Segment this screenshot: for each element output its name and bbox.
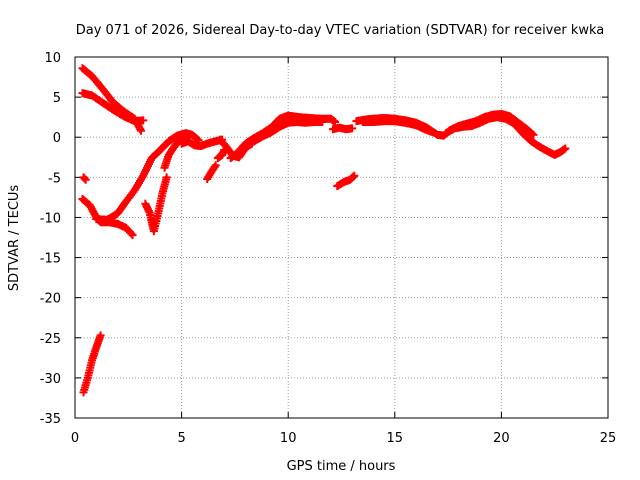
y-tick-label: -35 (40, 412, 61, 427)
x-tick-label: 10 (280, 431, 297, 446)
series-rise-8b (250, 117, 327, 146)
series-arc-13b (358, 117, 438, 137)
y-tick-label: -5 (48, 171, 61, 186)
x-tick-label: 5 (177, 431, 185, 446)
x-tick-label: 25 (600, 431, 617, 446)
y-axis-label: SDTVAR / TECUs (7, 185, 22, 292)
y-tick-label: 5 (53, 91, 61, 106)
y-tick-label: -15 (40, 252, 61, 267)
data-series (78, 64, 570, 397)
y-tick-label: 10 (44, 51, 61, 66)
data-point (96, 331, 105, 340)
series-bit-12 (328, 123, 357, 134)
data-point (128, 231, 137, 240)
data-point (561, 144, 570, 153)
x-axis-label: GPS time / hours (287, 459, 396, 474)
data-point (81, 175, 90, 184)
data-point (429, 128, 438, 137)
series-bit-6 (203, 161, 220, 183)
data-point (181, 129, 190, 138)
data-point (180, 130, 189, 139)
y-tick-label: 0 (53, 131, 61, 146)
data-point (127, 229, 136, 238)
data-point (348, 124, 357, 133)
y-tick-label: -30 (40, 372, 61, 387)
series-upper-arc-2 (78, 89, 148, 126)
data-point (529, 130, 538, 139)
series-deep-dip (79, 331, 105, 397)
series-dot-a (79, 173, 90, 184)
axis-ticks: 0 5 10 15 20 25 10 5 0 -5 -10 -15 -20 -25 -30 -35 (40, 51, 617, 446)
data-point (349, 172, 358, 181)
series-small-neg (333, 171, 359, 191)
x-tick-label: 0 (71, 431, 79, 446)
data-point (211, 161, 220, 170)
x-tick-label: 15 (387, 431, 404, 446)
y-tick-label: -20 (40, 292, 61, 307)
chart-title: Day 071 of 2026, Sidereal Day-to-day VTE… (76, 23, 605, 38)
data-point (139, 116, 148, 125)
data-point (162, 173, 171, 182)
data-point (80, 174, 89, 183)
plot-frame (74, 56, 609, 419)
data-point (137, 126, 146, 135)
data-point (210, 162, 219, 171)
x-tick-label: 20 (493, 431, 510, 446)
grid (75, 57, 608, 418)
y-tick-label: -25 (40, 332, 61, 347)
data-point (318, 117, 327, 126)
data-point (528, 129, 537, 138)
series-dip-2 (141, 173, 171, 236)
series-arc-18 (441, 113, 570, 159)
y-tick-label: -10 (40, 211, 61, 226)
data-point (350, 171, 359, 180)
